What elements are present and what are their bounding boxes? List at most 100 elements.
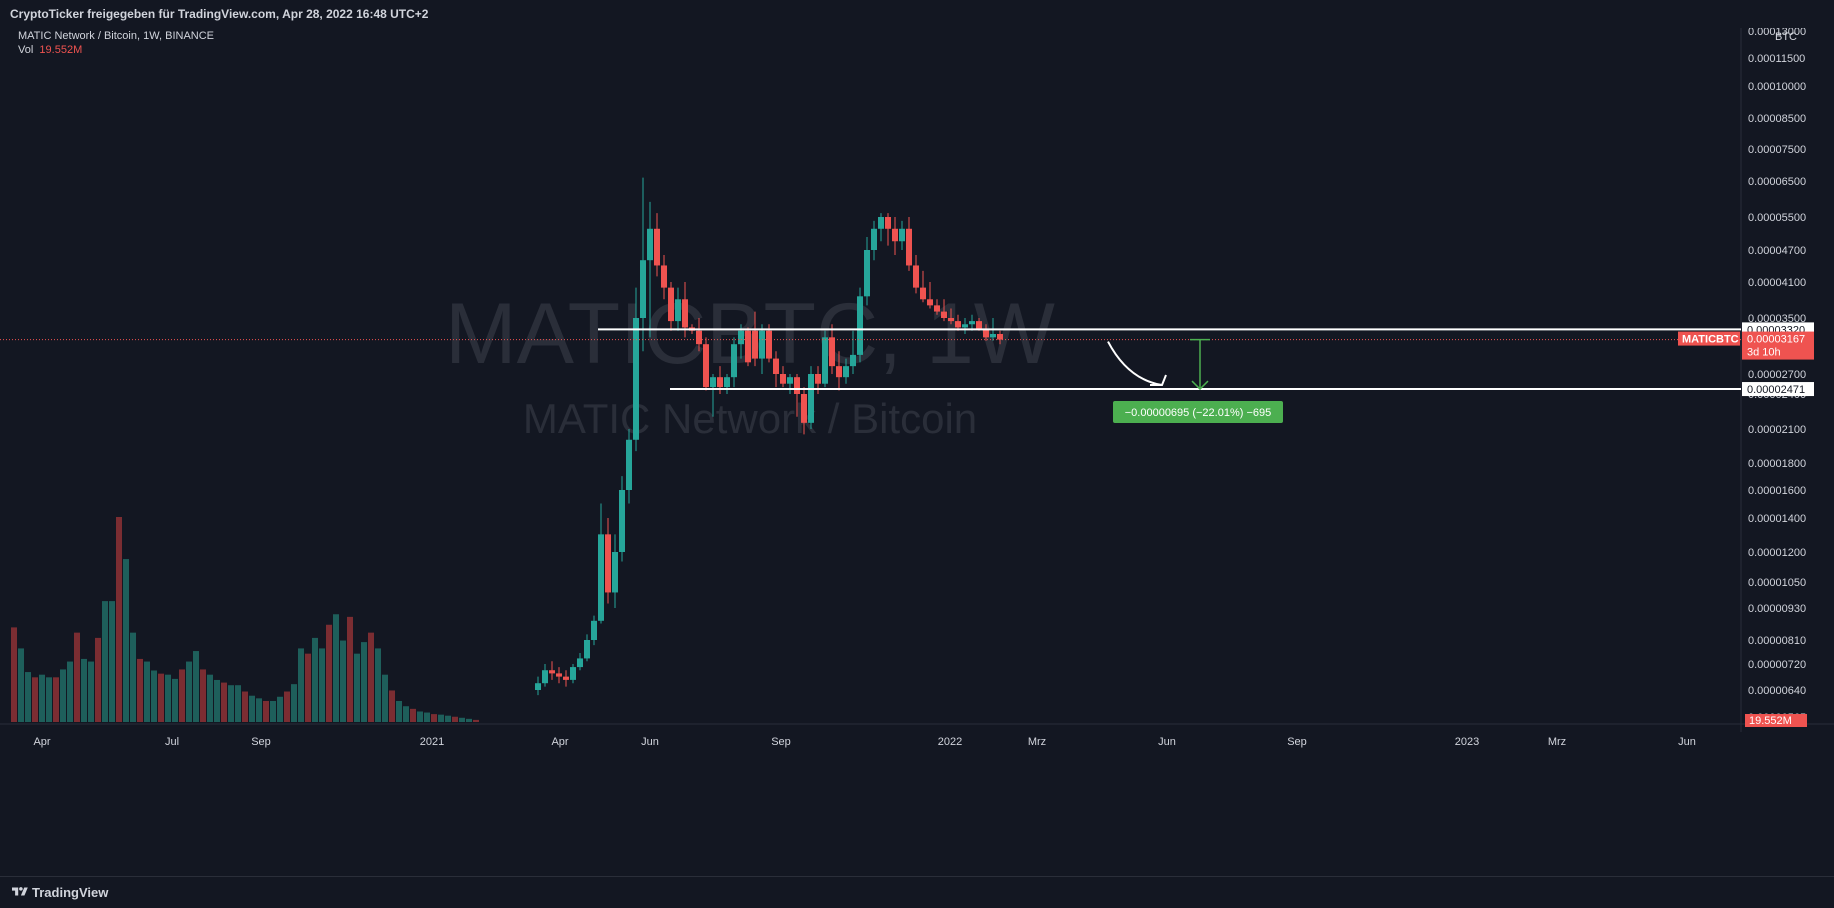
volume-bar <box>319 648 325 722</box>
volume-bar <box>11 627 17 722</box>
candle-body <box>857 296 863 355</box>
candle-body <box>682 299 688 328</box>
x-tick-label: 2023 <box>1455 736 1479 748</box>
x-tick-label: Jun <box>1158 736 1176 748</box>
volume-bar <box>137 658 143 722</box>
candle-body <box>542 670 548 684</box>
volume-bar <box>39 674 45 722</box>
volume-bar <box>256 698 262 722</box>
candle-body <box>808 374 814 423</box>
candle-body <box>598 534 604 621</box>
x-tick-label: Jun <box>1678 736 1696 748</box>
volume-bar <box>53 677 59 722</box>
candle-body <box>724 377 730 388</box>
y-tick-label: 0.00000720 <box>1748 659 1806 671</box>
y-tick-label: 0.00001050 <box>1748 577 1806 589</box>
volume-bar <box>354 653 360 722</box>
candle-body <box>927 299 933 306</box>
x-tick-label: Apr <box>551 736 568 748</box>
chart-background <box>0 28 1834 876</box>
candle-body <box>654 228 660 266</box>
volume-bar <box>25 672 31 722</box>
last-price-tag <box>1742 331 1814 360</box>
volume-bar <box>228 685 234 722</box>
x-tick-label: Apr <box>33 736 50 748</box>
candle-body <box>766 330 772 359</box>
candle-body <box>577 658 583 668</box>
volume-bar <box>459 717 465 722</box>
volume-bar <box>102 601 108 722</box>
footer-bar: TradingView <box>0 876 1834 908</box>
volume-bar <box>172 678 178 722</box>
candle-body <box>913 265 919 288</box>
volume-bar <box>417 711 423 722</box>
candle-body <box>731 344 737 378</box>
x-tick-label: 2021 <box>420 736 444 748</box>
volume-bar <box>291 684 297 722</box>
candle-body <box>969 321 975 325</box>
candle-body <box>836 366 842 378</box>
volume-bar <box>158 673 164 722</box>
volume-legend-value: 19.552M <box>39 44 83 56</box>
candle-body <box>773 358 779 374</box>
measure-arrowhead <box>1191 380 1209 391</box>
x-tick-label: Sep <box>771 736 791 748</box>
y-tick-label: 0.00013000 <box>1748 28 1806 38</box>
volume-bar <box>389 690 395 722</box>
volume-bar <box>361 642 367 722</box>
volume-tag-label: 19.552M <box>1749 715 1792 727</box>
candle-body <box>829 337 835 367</box>
volume-bar <box>46 677 52 722</box>
symbol-legend: MATIC Network / Bitcoin, 1W, BINANCE <box>18 30 215 42</box>
volume-bar <box>116 517 122 722</box>
volume-bar <box>32 677 38 722</box>
y-tick-label: 0.00003500 <box>1748 313 1806 325</box>
candle-body <box>955 321 961 328</box>
candle-body <box>584 640 590 659</box>
candle-body <box>920 287 926 300</box>
volume-legend: Vol 19.552M <box>18 44 82 56</box>
candle-body <box>822 337 828 384</box>
y-tick-label: 0.00001800 <box>1748 458 1806 470</box>
x-tick-label: Jun <box>641 736 659 748</box>
projection-arrow <box>1107 341 1163 387</box>
volume-bar <box>431 714 437 722</box>
volume-bar <box>88 661 94 722</box>
volume-bar <box>249 695 255 722</box>
volume-bar <box>368 632 374 722</box>
x-tick-label: Jul <box>165 736 179 748</box>
candle-body <box>745 330 751 363</box>
volume-bar <box>403 706 409 722</box>
volume-bar <box>333 614 339 722</box>
candle-body <box>703 344 709 388</box>
volume-bar <box>144 661 150 722</box>
candle-body <box>675 299 681 322</box>
volume-bar <box>340 640 346 722</box>
symbol-tag <box>1678 331 1740 346</box>
candle-body <box>997 333 1003 340</box>
volume-bar <box>123 559 129 722</box>
volume-bar <box>214 679 220 722</box>
y-tick-label: 0.00001600 <box>1748 485 1806 497</box>
horizontal-line-tag <box>1742 382 1814 397</box>
candle-body <box>605 534 611 593</box>
volume-bar <box>375 648 381 722</box>
volume-bar <box>466 718 472 722</box>
volume-bar <box>305 653 311 722</box>
x-tick-label: Sep <box>1287 736 1307 748</box>
candle-body <box>794 377 800 394</box>
candle-body <box>787 377 793 384</box>
y-tick-label: 0.00000640 <box>1748 685 1806 697</box>
volume-bar <box>298 648 304 722</box>
candle-body <box>878 217 884 229</box>
volume-legend-label: Vol <box>18 44 34 56</box>
candle-body <box>710 377 716 388</box>
footer-brand: TradingView <box>32 885 109 900</box>
candle-body <box>948 318 954 322</box>
volume-bar <box>179 669 185 722</box>
volume-bar <box>277 696 283 722</box>
candle-body <box>549 670 555 674</box>
y-tick-label: 0.00004700 <box>1748 245 1806 257</box>
candle-body <box>612 552 618 593</box>
